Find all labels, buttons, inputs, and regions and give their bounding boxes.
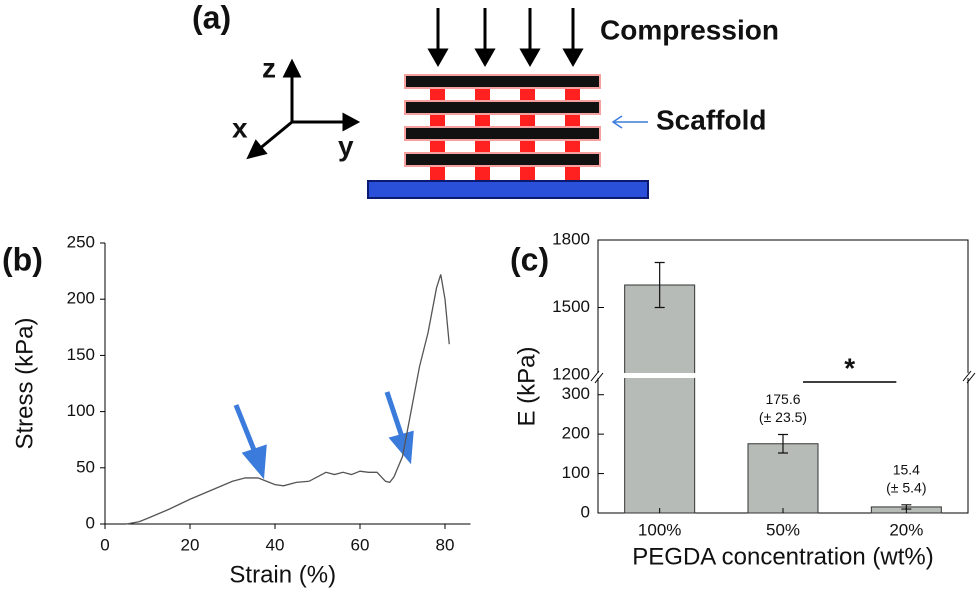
axis-break — [594, 373, 972, 378]
panel-label: (b) — [2, 241, 43, 277]
significance-mark: * — [844, 352, 855, 383]
compression-arrows — [427, 8, 584, 68]
x-axis-label: PEGDA concentration (wt%) — [632, 543, 933, 570]
error-label: (± 23.5) — [759, 409, 807, 425]
error-label: (± 5.4) — [886, 480, 926, 496]
error-bar — [654, 261, 665, 309]
y-tick-label: 0 — [581, 502, 590, 521]
axis-y-label: y — [338, 130, 354, 161]
y-tick-label: 250 — [67, 232, 95, 251]
x-tick-label: 60 — [351, 535, 370, 554]
x-tick-label: 40 — [266, 535, 285, 554]
x-tick-label: 0 — [100, 535, 109, 554]
y-tick-label: 1500 — [552, 297, 590, 316]
scaffold-pointer — [611, 115, 648, 129]
y-tick-label: 100 — [562, 463, 590, 482]
annotation-arrows — [233, 391, 414, 480]
axis-z-label: z — [262, 52, 276, 83]
value-label: 175.6 — [765, 391, 800, 407]
panel-label: (a) — [192, 0, 231, 35]
panel-a: (a) Compression Scaffold z — [192, 0, 779, 199]
compression-label: Compression — [600, 14, 779, 45]
x-tick-label: 20 — [181, 535, 200, 554]
x-tick-label: 100% — [638, 520, 681, 539]
y-tick-label: 100 — [67, 401, 95, 420]
y-tick-label: 300 — [562, 384, 590, 403]
y-tick-label: 1200 — [552, 364, 590, 383]
data-line — [126, 274, 450, 525]
scaffold-label: Scaffold — [656, 104, 766, 135]
break-marks — [590, 370, 976, 384]
x-tick-label: 80 — [436, 535, 455, 554]
y-tick-label: 50 — [76, 457, 95, 476]
y-tick-label: 200 — [67, 289, 95, 308]
y-tick-label: 0 — [86, 513, 95, 532]
bar — [747, 443, 819, 514]
error-bar — [778, 433, 788, 454]
x-tick-label: 50% — [766, 520, 800, 539]
x-axis-label: Strain (%) — [229, 561, 336, 588]
panel-label: (c) — [510, 241, 549, 277]
y-tick-label: 150 — [67, 345, 95, 364]
x-tick-label: 20% — [889, 520, 923, 539]
bar — [624, 284, 696, 514]
value-label: 15.4 — [893, 462, 920, 478]
y-axis-label: Stress (kPa) — [11, 317, 38, 449]
scaffold — [367, 74, 649, 199]
y-tick-label: 200 — [562, 424, 590, 443]
coordinate-axes — [246, 58, 361, 160]
y-axis-label: E (kPa) — [513, 346, 540, 426]
axis-x-label: x — [232, 112, 248, 143]
y-tick-label: 1800 — [552, 229, 590, 248]
